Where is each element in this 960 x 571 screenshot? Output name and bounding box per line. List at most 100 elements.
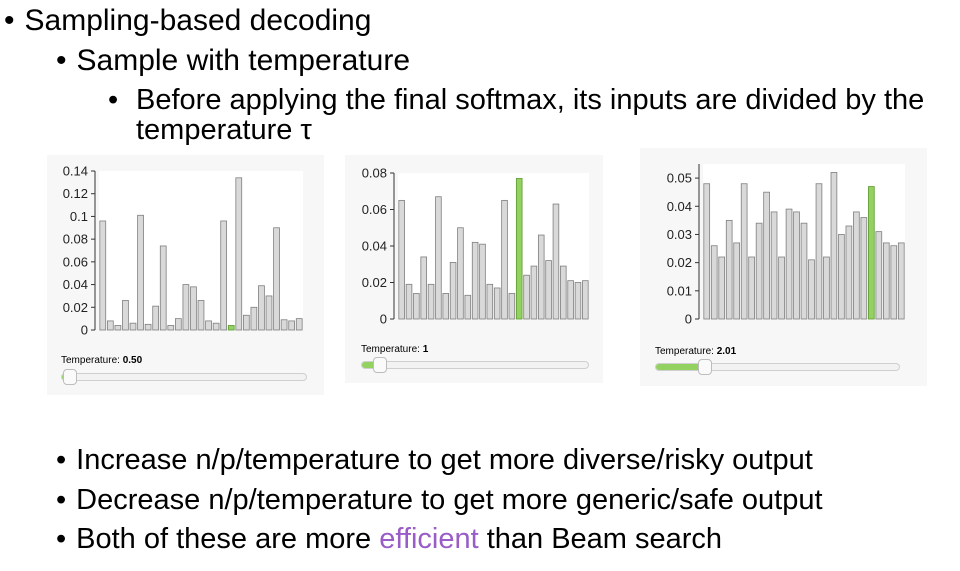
bar [457, 227, 464, 320]
bar [860, 217, 868, 320]
bullet-dot: • [56, 444, 67, 476]
bullet-dot: • [4, 4, 15, 37]
y-tick-label: 0.14 [63, 164, 88, 179]
bar [815, 183, 823, 320]
bullet-efficiency: • Both of these are more efficient than B… [56, 523, 722, 556]
temperature-chart-panel-3: 0 0.01 0.02 0.03 0.04 0.05 Temperature: 2.01 [640, 148, 927, 386]
bar [99, 220, 107, 331]
y-tick-label: 0.01 [667, 283, 692, 298]
bar [427, 283, 435, 320]
bullet-sampling-based-decoding: • Sampling-based decoding [4, 4, 371, 38]
temperature-value: 0.50 [122, 355, 143, 366]
bullet-text: Sample with temperature [76, 44, 411, 77]
bar [129, 322, 137, 331]
bar [718, 256, 726, 320]
temperature-value: 1 [422, 344, 429, 355]
y-tick-label: 0 [380, 312, 387, 327]
y-tick-label: 0.08 [63, 232, 88, 247]
bar [405, 283, 413, 320]
temperature-slider[interactable] [61, 369, 307, 385]
bar [785, 208, 793, 320]
bar [197, 300, 205, 331]
bullet-increase-temperature: • Increase n/p/temperature to get more di… [56, 444, 813, 477]
bar [212, 322, 220, 331]
temperature-slider[interactable] [361, 357, 589, 373]
bar [288, 320, 296, 331]
bar [523, 274, 530, 320]
y-tick-label: 0.05 [667, 171, 692, 186]
bar [808, 259, 815, 320]
slider-handle[interactable] [63, 369, 77, 385]
bar [545, 260, 552, 320]
bar [582, 280, 589, 320]
bar [220, 220, 228, 331]
bar [574, 282, 582, 320]
y-tick-label: 0.04 [362, 239, 387, 254]
y-tick-label: 0.02 [667, 255, 692, 270]
bar-highlighted [515, 178, 523, 320]
bar [258, 285, 265, 331]
bar [190, 286, 197, 331]
bar [552, 203, 560, 320]
bar [493, 287, 501, 320]
bar [778, 256, 785, 320]
bar [137, 214, 144, 331]
temperature-slider[interactable] [655, 359, 900, 375]
bar [838, 234, 845, 320]
bar [703, 183, 711, 320]
bar [471, 241, 479, 320]
bar [420, 256, 427, 320]
y-tick-label: 0.08 [362, 166, 387, 181]
bullet-text: Decrease n/p/temperature to get more gen… [76, 484, 823, 516]
y-tick-label: 0 [81, 323, 88, 338]
highlighted-word: efficient [379, 523, 479, 555]
bar [479, 243, 486, 320]
bar-highlighted [868, 186, 875, 320]
bar [265, 295, 273, 331]
bullet-sample-with-temperature: • Sample with temperature [56, 44, 410, 78]
bar [560, 265, 567, 320]
bar [725, 219, 733, 320]
bar [882, 242, 890, 320]
bar [273, 227, 280, 331]
bar [830, 172, 838, 320]
bar [106, 320, 114, 331]
bar [250, 306, 258, 331]
bullet-text-pre: Both of these are more [76, 523, 380, 555]
temperature-label: Temperature: 1 [361, 344, 428, 355]
bar [897, 242, 905, 320]
y-tick-label: 0.04 [63, 277, 88, 292]
bar [486, 283, 494, 320]
bullet-dot: • [56, 484, 67, 516]
bar-highlighted [227, 325, 235, 331]
y-tick-label: 0 [685, 312, 692, 327]
temperature-chart-panel-2: 0 0.02 0.04 0.06 0.08 Temperature: 1 [345, 155, 603, 383]
bar [845, 225, 853, 320]
bar [793, 211, 800, 320]
slider-handle[interactable] [698, 359, 712, 375]
bullet-text: Before applying the final softmax, its i… [136, 84, 925, 146]
bar [413, 293, 420, 320]
bullet-dot: • [56, 523, 67, 555]
bar-chart-svg: 0 0.02 0.04 0.06 0.08 [362, 166, 589, 327]
bar [567, 280, 574, 320]
bullet-decrease-temperature: • Decrease n/p/temperature to get more ge… [56, 484, 823, 517]
bar [235, 177, 243, 331]
y-tick-label: 0.06 [63, 254, 88, 269]
bar [449, 262, 457, 320]
bar [823, 256, 830, 320]
bar [530, 265, 538, 320]
bar [122, 300, 129, 331]
slider-handle[interactable] [373, 357, 388, 373]
y-tick-label: 0.1 [70, 209, 88, 224]
temperature-label-text: Temperature: [361, 344, 420, 355]
bar [755, 222, 763, 320]
bar [280, 319, 288, 331]
temperature-label-text: Temperature: [61, 355, 120, 366]
bar [853, 211, 860, 320]
temperature-label: Temperature: 0.50 [61, 355, 142, 366]
bar [508, 293, 516, 320]
slider-fill [656, 364, 705, 370]
bar [242, 314, 250, 331]
bar [167, 325, 175, 331]
